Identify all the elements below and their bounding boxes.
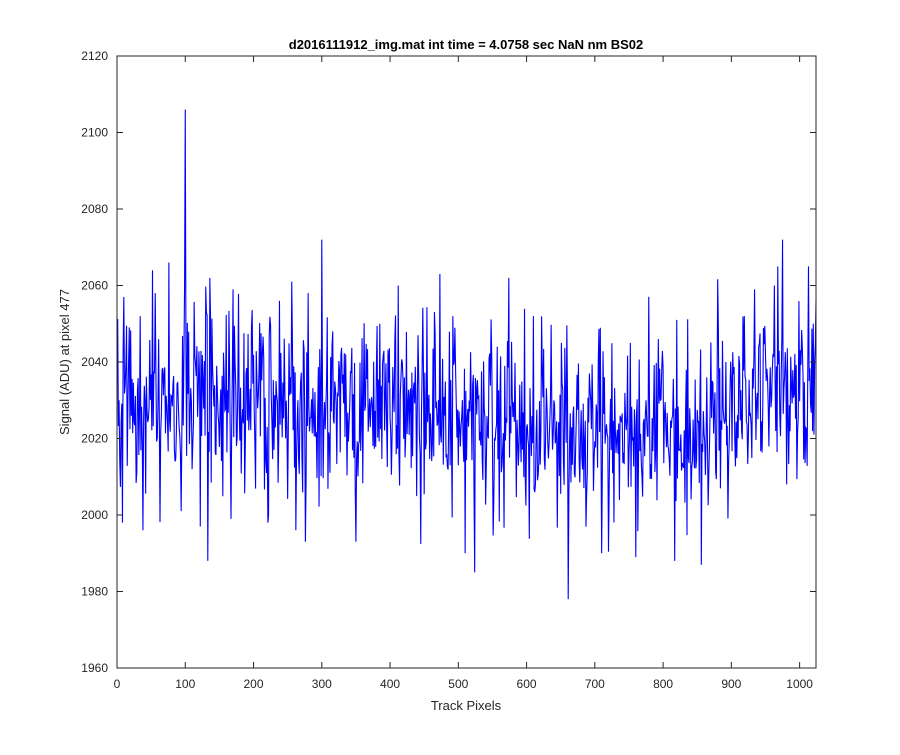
y-tick-label: 1980 [81,585,108,599]
y-tick-label: 2000 [81,508,108,522]
x-axis-ticks: 0 100 200 300 400 500 600 700 800 900 1000 [114,56,813,691]
x-tick-label: 0 [114,677,121,691]
x-tick-label: 1000 [786,677,813,691]
x-tick-label: 200 [244,677,264,691]
chart-title: d2016111912_img.mat int time = 4.0758 se… [289,37,643,52]
x-tick-label: 600 [517,677,537,691]
y-tick-label: 2080 [81,202,108,216]
y-tick-label: 2040 [81,355,108,369]
x-tick-label: 500 [448,677,468,691]
x-tick-label: 100 [175,677,195,691]
x-tick-label: 900 [721,677,741,691]
y-tick-label: 1960 [81,661,108,675]
y-axis-label: Signal (ADU) at pixel 477 [57,289,72,435]
y-tick-label: 2020 [81,432,108,446]
x-axis-label: Track Pixels [431,698,502,713]
y-tick-label: 2100 [81,126,108,140]
x-tick-label: 400 [380,677,400,691]
x-tick-label: 800 [653,677,673,691]
y-axis-ticks: 1960 1980 2000 2020 2040 2060 2080 2100 2120 [81,49,816,675]
x-tick-label: 300 [312,677,332,691]
y-tick-label: 2120 [81,49,108,63]
y-tick-label: 2060 [81,279,108,293]
series-layer [117,109,817,600]
x-tick-label: 700 [585,677,605,691]
series-line [117,109,817,600]
